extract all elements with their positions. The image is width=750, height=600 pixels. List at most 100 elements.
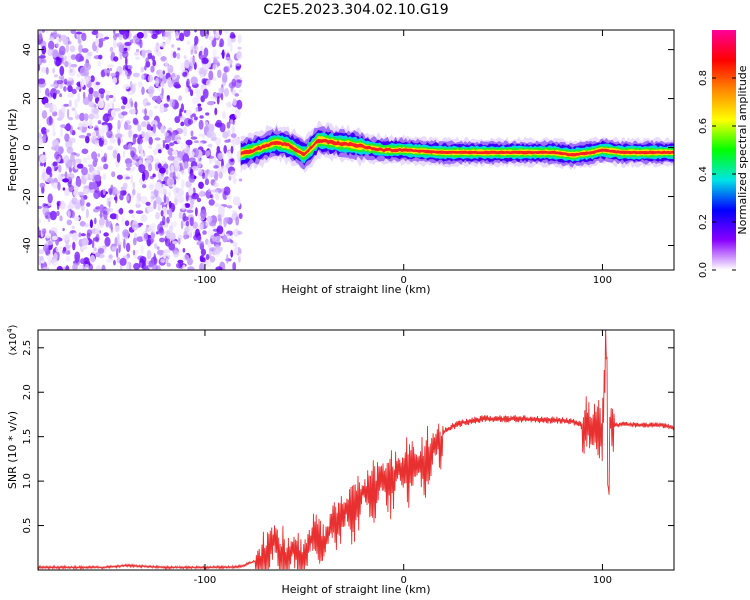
noise-speckle (144, 108, 148, 116)
noise-speckle (236, 99, 243, 110)
noise-speckle (208, 35, 214, 41)
noise-speckle (103, 232, 109, 237)
noise-speckle (97, 247, 105, 254)
y-tick-label: -20 (22, 188, 33, 204)
noise-speckle (217, 152, 224, 160)
noise-speckle (128, 143, 132, 150)
noise-speckle (126, 195, 130, 202)
noise-speckle (45, 67, 49, 75)
noise-speckle (62, 202, 67, 210)
noise-speckle (71, 232, 79, 242)
noise-speckle (140, 66, 145, 73)
noise-speckle (63, 158, 66, 164)
noise-speckle (41, 30, 45, 33)
noise-speckle (230, 145, 234, 154)
noise-speckle (212, 228, 220, 232)
noise-speckle (62, 227, 65, 232)
y-tick-label: 20 (22, 92, 33, 105)
noise-speckle (229, 34, 236, 39)
noise-speckle (237, 256, 241, 263)
noise-speckle (106, 207, 114, 213)
noise-speckle (67, 54, 71, 64)
noise-speckle (221, 49, 225, 59)
noise-speckle (130, 160, 138, 166)
noise-speckle (69, 45, 76, 53)
noise-speckle (68, 61, 72, 70)
noise-speckle (174, 116, 181, 124)
noise-speckle (149, 223, 157, 228)
snr-y-axis: 0.5 1.0 1.5 2.0 2.5 (22, 340, 674, 534)
noise-speckle (114, 225, 120, 233)
noise-speckle (171, 72, 178, 80)
noise-speckle (53, 74, 58, 78)
noise-speckle (218, 172, 222, 177)
noise-speckle (168, 200, 172, 209)
noise-speckle (225, 56, 231, 61)
noise-speckle (226, 121, 231, 129)
x-tick-label: 100 (593, 275, 612, 286)
noise-speckle (64, 125, 71, 130)
noise-speckle (170, 50, 174, 59)
noise-speckle (97, 153, 101, 158)
noise-speckle (208, 70, 214, 81)
noise-speckle (213, 157, 217, 164)
noise-speckle (44, 102, 52, 108)
noise-speckle (153, 45, 161, 55)
noise-speckle (184, 203, 191, 208)
noise-speckle (94, 174, 102, 182)
noise-speckle (70, 30, 77, 34)
noise-speckle (231, 89, 237, 95)
noise-speckle (132, 134, 137, 145)
noise-speckle (159, 167, 166, 174)
noise-speckle (51, 235, 58, 241)
noise-speckle (170, 165, 175, 173)
noise-speckle (231, 125, 236, 134)
noise-speckle (160, 125, 166, 134)
noise-speckle (178, 237, 181, 245)
y-tick-label: 40 (22, 43, 33, 56)
noise-speckle (38, 55, 46, 59)
noise-speckle (103, 107, 110, 111)
snr-series-line (38, 330, 674, 570)
noise-speckle (218, 43, 223, 48)
noise-speckle (109, 67, 113, 72)
noise-speckle (141, 86, 145, 96)
noise-speckle (140, 244, 144, 255)
noise-speckle (55, 52, 61, 57)
noise-speckle (38, 205, 43, 209)
noise-speckle (63, 78, 68, 85)
noise-speckle (72, 241, 76, 251)
noise-speckle (65, 265, 70, 270)
noise-speckle (156, 95, 162, 105)
noise-speckle (216, 183, 220, 188)
noise-speckle (166, 96, 171, 102)
noise-speckle (38, 63, 41, 72)
noise-speckle (203, 47, 209, 58)
noise-speckle (122, 30, 129, 40)
noise-speckle (194, 140, 199, 144)
noise-speckle (168, 232, 176, 241)
noise-speckle (236, 79, 243, 83)
noise-speckle (77, 92, 81, 103)
noise-speckle (222, 234, 228, 243)
noise-speckle (64, 60, 69, 68)
noise-speckle (111, 171, 116, 178)
noise-speckle (94, 127, 99, 131)
noise-speckle (38, 33, 43, 40)
noise-speckle (180, 121, 185, 127)
noise-speckle (193, 88, 201, 94)
noise-speckle (161, 180, 166, 185)
noise-speckle (148, 144, 153, 150)
noise-speckle (59, 93, 63, 98)
colorbar-tick-label: 0.6 (698, 118, 709, 134)
noise-speckle (38, 249, 45, 255)
noise-speckle (180, 142, 184, 150)
colorbar-tick-label: 0.8 (698, 70, 709, 86)
noise-speckle (57, 173, 62, 184)
noise-speckle (77, 38, 82, 45)
noise-speckle (116, 256, 121, 264)
noise-speckle (191, 97, 200, 105)
noise-speckle (200, 209, 207, 219)
noise-speckle (81, 238, 89, 246)
noise-speckle (232, 261, 237, 270)
